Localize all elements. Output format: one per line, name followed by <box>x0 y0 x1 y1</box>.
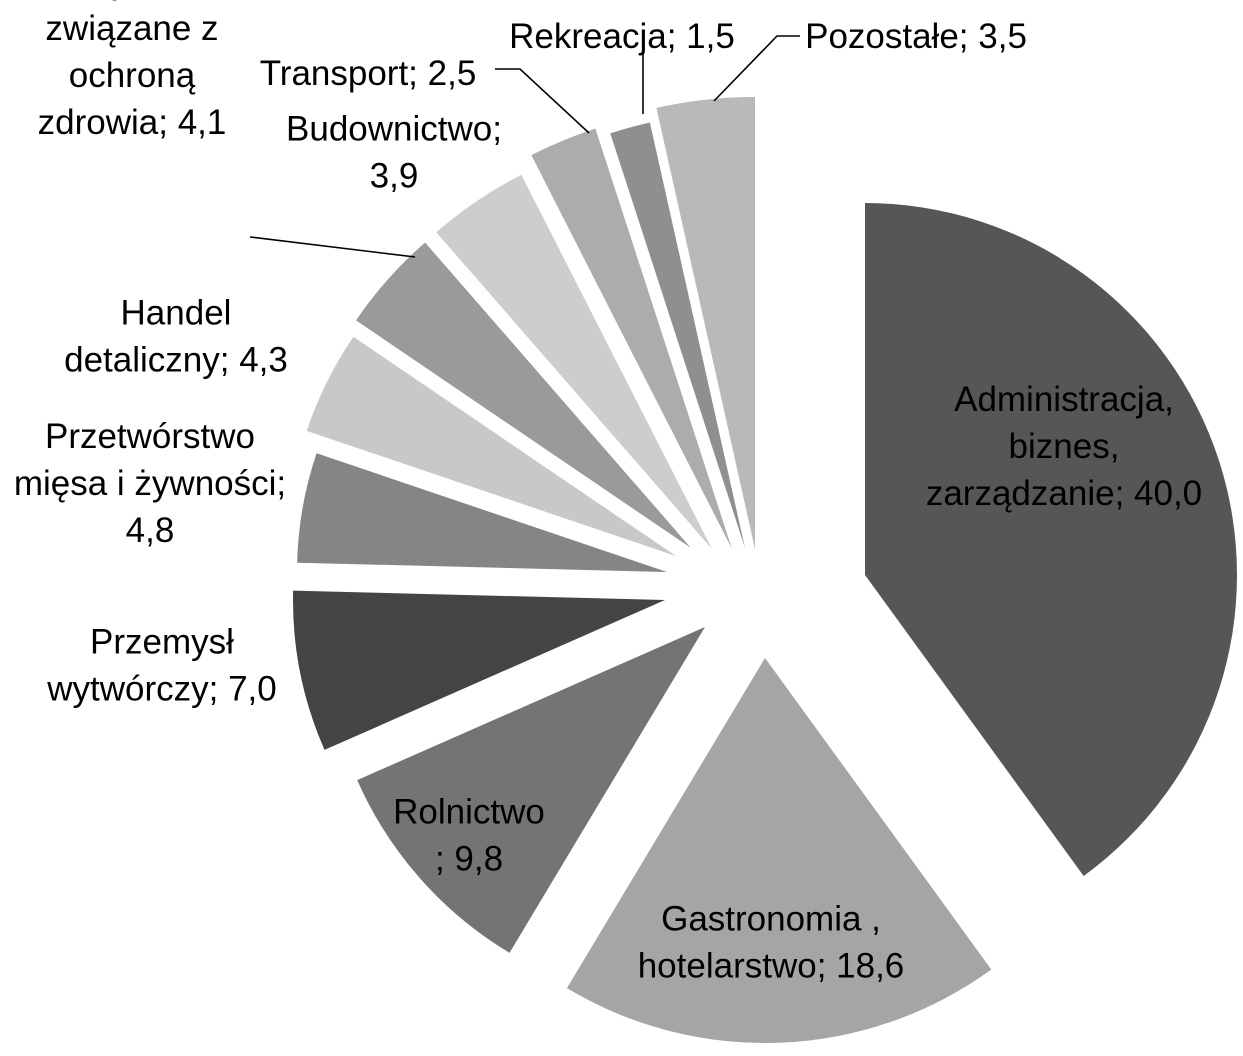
leader-line <box>713 35 800 102</box>
slice-label: Gastronomia , hotelarstwo; 18,6 <box>638 900 905 986</box>
slice-label: Przemysł wytwórczy; 7,0 <box>46 623 277 709</box>
slice-label-line: detaliczny; 4,3 <box>64 341 288 380</box>
slice-label-line: wytwórczy; 7,0 <box>46 670 277 709</box>
pie-slice <box>356 242 691 548</box>
slice-label-line: zarządzanie; 40,0 <box>926 474 1202 513</box>
slice-label-line: medyczne i <box>43 0 220 1</box>
pie-slice <box>293 590 665 750</box>
pie-slice <box>566 658 992 1044</box>
slice-label-line: Przemysł <box>90 623 234 662</box>
slice-label-line: 4,8 <box>126 511 175 550</box>
pie-slice <box>357 627 705 953</box>
slice-label-line: ; 9,8 <box>435 840 503 879</box>
slice-label: Pozostałe; 3,5 <box>805 17 1027 56</box>
slice-label-line: związane z <box>45 9 218 48</box>
slice-label-line: Budownictwo; <box>286 110 502 149</box>
slice-label: Transport; 2,5 <box>260 54 477 93</box>
slice-label: Usługimedyczne izwiązane zochronązdrowia… <box>38 0 227 142</box>
slice-label-line: biznes, <box>1009 427 1120 466</box>
leader-line <box>249 236 416 258</box>
slice-label: Rekreacja; 1,5 <box>509 17 735 56</box>
slice-label: Budownictwo; 3,9 <box>286 110 502 196</box>
slice-label-line: hotelarstwo; 18,6 <box>638 947 905 986</box>
pie-slice <box>610 122 745 548</box>
slice-label-line: 3,9 <box>370 157 419 196</box>
slice-label-line: Pozostałe; 3,5 <box>805 17 1027 56</box>
pie-slice <box>531 128 732 549</box>
slice-label-line: ochroną <box>69 56 196 95</box>
slice-label-line: mięsa i żywności; <box>14 464 286 503</box>
slice-label: Handel detaliczny; 4,3 <box>64 294 288 380</box>
slice-label-line: zdrowia; 4,1 <box>38 103 227 142</box>
slice-label-line: Administracja, <box>954 380 1174 419</box>
slice-label-line: Rolnictwo <box>393 793 545 832</box>
pie-slice <box>306 336 676 556</box>
slice-label-line: Rekreacja; 1,5 <box>509 17 735 56</box>
pie-slice <box>865 203 1237 876</box>
slice-label: Przetwórstwo mięsa i żywności; 4,8 <box>14 417 286 550</box>
slice-label: Rolnictwo ; 9,8 <box>393 793 545 879</box>
slice-label-line: Gastronomia , <box>661 900 881 939</box>
pie-slice <box>297 453 667 572</box>
leader-line <box>495 68 590 134</box>
slice-label-line: Handel <box>121 294 232 333</box>
pie-slice <box>656 97 755 549</box>
pie-slice <box>436 174 712 549</box>
slice-label: Administracja, biznes, zarządzanie; 40,0 <box>926 380 1202 513</box>
slice-label-line: Przetwórstwo <box>45 417 255 456</box>
slice-label-line: Transport; 2,5 <box>260 54 477 93</box>
